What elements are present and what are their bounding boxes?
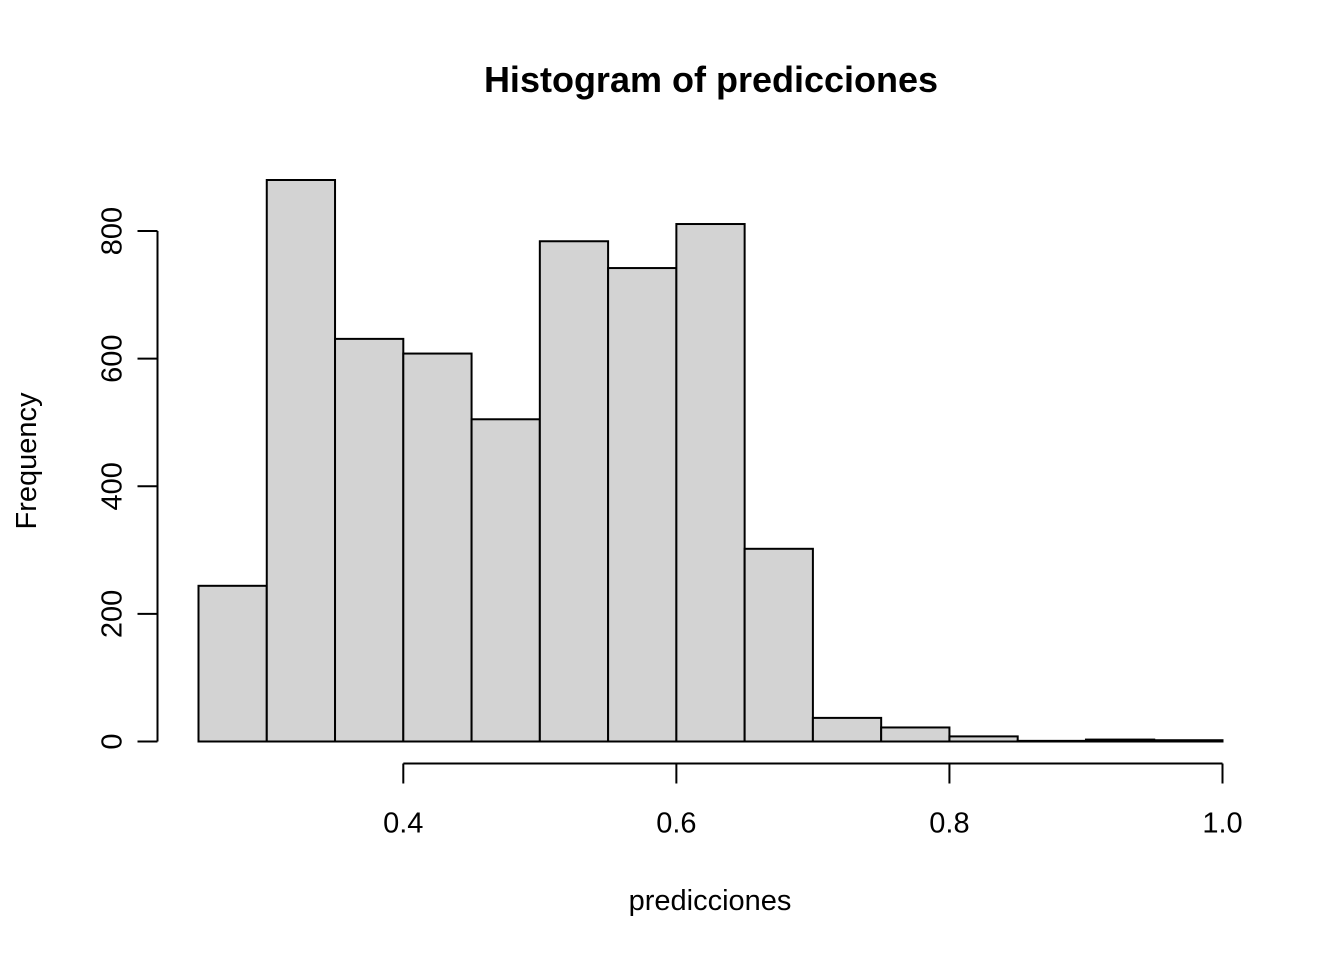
histogram-bar	[743, 547, 814, 743]
y-tick-label: 400	[97, 462, 129, 510]
histogram-bar	[1084, 738, 1156, 743]
histogram-bar	[607, 267, 678, 743]
histogram-bar	[538, 240, 610, 743]
chart-title: Histogram of predicciones	[484, 59, 938, 100]
x-tick-label: 0.4	[383, 808, 423, 840]
x-tick-label: 1.0	[1202, 808, 1242, 840]
y-axis: 0 200 400 600 800	[97, 207, 159, 750]
y-axis-label: Frequency	[11, 392, 43, 530]
x-axis: 0.4 0.6 0.8 1.0	[383, 762, 1243, 840]
histogram-bar	[1016, 739, 1087, 743]
x-tick-label: 0.6	[656, 808, 696, 840]
y-tick-label: 0	[97, 733, 129, 749]
histogram-bar	[948, 735, 1019, 743]
histogram-bar	[811, 716, 883, 743]
x-tick-label: 0.8	[929, 808, 969, 840]
y-tick-label: 200	[97, 590, 129, 638]
y-tick-label: 800	[97, 207, 129, 255]
histogram-bar	[470, 418, 541, 743]
histogram-bar	[197, 584, 268, 743]
histogram-bar	[265, 179, 337, 743]
y-tick-label: 600	[97, 334, 129, 382]
histogram-bar	[1153, 739, 1224, 743]
histogram-bar	[880, 726, 951, 743]
histogram-bar	[675, 223, 746, 743]
histogram-bar	[334, 337, 405, 743]
histogram-bar	[402, 352, 473, 743]
bars-group	[197, 179, 1224, 743]
x-axis-label: predicciones	[629, 885, 792, 917]
